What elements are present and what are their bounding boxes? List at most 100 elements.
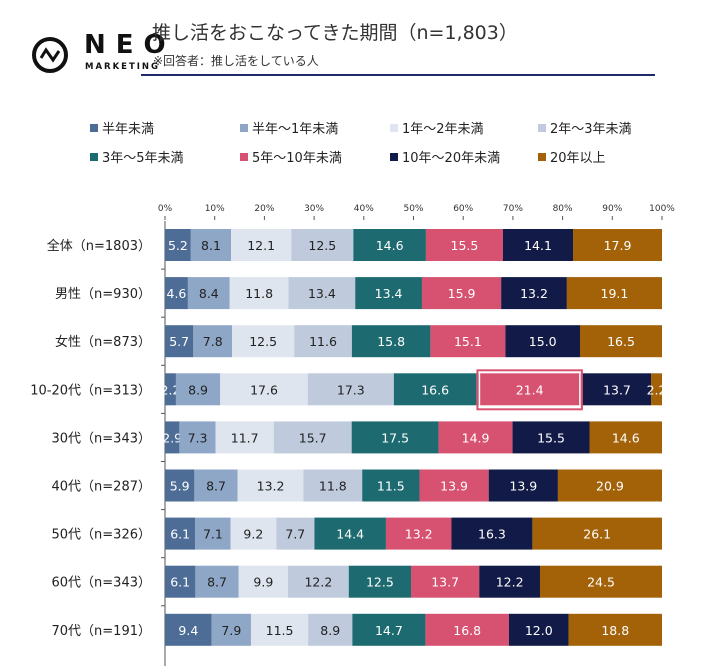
bar-segment <box>438 421 513 454</box>
data-label: 5.9 <box>170 479 190 494</box>
chart-subtitle: ※回答者：推し活をしている人 <box>153 54 319 68</box>
bar-segment <box>421 277 502 310</box>
data-label: 9.9 <box>253 575 273 590</box>
data-label: 19.1 <box>601 286 629 301</box>
bar-segment <box>512 421 590 454</box>
x-tick-label: 70% <box>503 204 523 214</box>
bar-segment <box>194 469 238 502</box>
bar-segment <box>165 325 194 358</box>
bar-segment <box>579 325 662 358</box>
data-label: 15.0 <box>529 334 557 349</box>
bar-segment <box>165 613 212 646</box>
data-label: 7.3 <box>188 430 208 445</box>
bar-segment <box>488 469 558 502</box>
category-label: 男性（n=930） <box>55 287 151 302</box>
bar-segment <box>232 325 295 358</box>
x-tick-label: 0% <box>158 204 173 214</box>
data-label: 16.8 <box>453 623 481 638</box>
data-label: 12.5 <box>249 334 277 349</box>
bar-segment <box>190 229 232 261</box>
data-label: 14.1 <box>524 238 552 253</box>
legend-swatch <box>240 152 248 161</box>
bar-segment <box>425 613 509 646</box>
data-label: 12.2 <box>496 575 524 590</box>
legend-label: 3年～5年未満 <box>102 151 184 166</box>
bar-segment <box>355 277 422 310</box>
data-label: 4.6 <box>167 286 187 301</box>
bar-segment <box>238 565 289 598</box>
legend-swatch <box>390 152 398 161</box>
data-label: 16.5 <box>607 334 635 349</box>
x-tick-label: 100% <box>649 204 675 214</box>
x-tick-label: 80% <box>553 204 573 214</box>
bar-segment <box>476 373 583 406</box>
bar-segment <box>352 613 426 646</box>
bar-segment <box>175 373 221 406</box>
bar-segment <box>165 469 195 502</box>
data-label: 7.1 <box>203 527 223 542</box>
bar-segment <box>385 517 452 550</box>
bar-segment <box>479 565 540 598</box>
bar-segment <box>362 469 420 502</box>
highlight-box <box>476 369 583 411</box>
data-label: 13.4 <box>308 286 336 301</box>
x-tick-label: 30% <box>304 204 324 214</box>
highlight-inner <box>478 371 581 409</box>
x-tick-label: 10% <box>205 204 225 214</box>
data-label: 11.7 <box>231 430 259 445</box>
data-label: 14.6 <box>612 430 640 445</box>
data-label: 15.9 <box>448 286 476 301</box>
category-label: 40代（n=287） <box>52 480 152 495</box>
neo-marketing-logo: NEO MARKETING <box>22 30 166 75</box>
bar-segment <box>430 325 506 358</box>
data-label: 11.5 <box>377 479 405 494</box>
data-label: 21.4 <box>516 382 544 397</box>
data-label: 17.6 <box>250 382 278 397</box>
data-label: 13.2 <box>257 479 285 494</box>
data-label: 5.2 <box>168 238 188 253</box>
bar-segment <box>165 517 196 550</box>
data-label: 17.5 <box>381 430 409 445</box>
legend-label: 5年～10年未満 <box>252 151 342 166</box>
legend-item: 1年～2年未満 <box>390 118 484 137</box>
legend-swatch <box>90 123 98 132</box>
x-tick-label: 50% <box>403 204 423 214</box>
bar-segment <box>211 613 251 646</box>
legend-item: 2年～3年未満 <box>538 118 632 137</box>
data-label: 13.4 <box>375 286 403 301</box>
bar-segment <box>308 613 353 646</box>
bar-segment <box>179 421 216 454</box>
category-label: 30代（n=343） <box>52 431 152 446</box>
data-label: 8.1 <box>201 238 221 253</box>
data-label: 11.8 <box>319 479 347 494</box>
legend-swatch <box>538 123 546 132</box>
bar-segment <box>193 325 233 358</box>
legend-label: 2年～3年未満 <box>550 122 632 137</box>
bar-segment <box>539 565 662 598</box>
data-label: 18.8 <box>601 623 629 638</box>
bar-segment <box>288 277 356 310</box>
bar-segment <box>532 517 662 550</box>
bar-segment <box>348 565 412 598</box>
data-label: 2.2 <box>161 382 181 397</box>
bar-segment <box>651 373 662 406</box>
bar-segment <box>165 277 188 310</box>
data-label: 7.7 <box>285 527 305 542</box>
legend-label: 半年～1年未満 <box>252 122 339 137</box>
bar-segment <box>353 229 426 261</box>
bar-segment <box>508 613 569 646</box>
bar-segment <box>451 517 533 550</box>
data-label: 14.6 <box>376 238 404 253</box>
data-label: 20.9 <box>596 479 624 494</box>
data-label: 16.3 <box>478 527 506 542</box>
bar-segment <box>165 565 196 598</box>
legend-label: 1年～2年未満 <box>402 122 484 137</box>
legend-label: 20年以上 <box>550 151 606 166</box>
data-label: 13.7 <box>603 382 631 397</box>
data-label: 12.5 <box>366 575 394 590</box>
legend-item: 20年以上 <box>538 147 606 166</box>
legend-item: 3年～5年未満 <box>90 147 184 166</box>
legend-item: 10年～20年未満 <box>390 147 500 166</box>
bar-segment <box>501 277 567 310</box>
